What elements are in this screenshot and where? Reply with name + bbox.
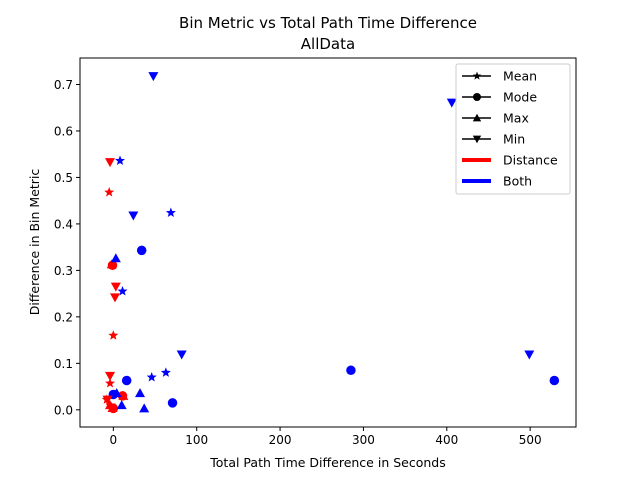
x-tick-label: 400 <box>435 433 458 447</box>
legend-marker-mode <box>473 93 481 101</box>
chart-subtitle: AllData <box>301 35 355 53</box>
x-tick-label: 300 <box>352 433 375 447</box>
data-point-min-distance <box>105 371 116 381</box>
legend-marker-max <box>472 113 482 122</box>
data-point-mode-both <box>121 375 132 386</box>
y-tick-label: 0.0 <box>54 403 73 417</box>
data-point-mode-both <box>549 375 560 386</box>
data-point-mean-both <box>160 367 171 377</box>
legend-label: Min <box>503 132 525 147</box>
data-point-mean-distance <box>104 187 115 197</box>
data-point-mean-both <box>117 286 128 296</box>
data-point-mean-distance <box>105 378 115 388</box>
data-point-max-both <box>135 388 146 398</box>
data-point-max-both <box>139 403 150 413</box>
data-point-min-both <box>524 350 535 360</box>
data-point-mean-both <box>165 207 176 217</box>
legend-label: Both <box>503 174 532 189</box>
plot-area: 0 100 200 300 400 500 0.0 0.1 0.2 0.3 0.4 0.5 0.6 0.7 <box>54 57 577 447</box>
x-tick-label: 0 <box>110 433 118 447</box>
x-tick-label: 200 <box>269 433 292 447</box>
data-point-min-both <box>446 98 457 108</box>
y-tick-label: 0.5 <box>54 171 73 185</box>
data-point-min-both <box>128 211 139 221</box>
data-point-mode-both <box>346 365 356 376</box>
y-tick-label: 0.1 <box>54 357 73 371</box>
data-point-min-both <box>176 350 187 360</box>
legend-marker-min <box>472 135 482 144</box>
legend-label: Mean <box>503 69 537 84</box>
data-point-max-both <box>116 400 127 410</box>
data-point-mean-both <box>146 372 157 382</box>
data-point-max-distance <box>118 390 129 400</box>
axes-frame <box>79 57 577 428</box>
data-point-min-distance <box>110 293 121 303</box>
x-tick-label: 500 <box>519 433 542 447</box>
data-point-min-distance <box>102 395 113 405</box>
y-tick-label: 0.6 <box>54 124 73 138</box>
legend-label: Distance <box>503 153 558 168</box>
chart-title: Bin Metric vs Total Path Time Difference <box>179 14 477 32</box>
data-point-min-distance <box>105 158 116 168</box>
data-point-mode-both <box>136 245 147 256</box>
data-point-mean-distance <box>108 330 119 340</box>
data-point-mean-both <box>115 155 126 165</box>
y-tick-label: 0.7 <box>54 78 73 92</box>
x-tick-label: 100 <box>185 433 208 447</box>
y-axis-label: Difference in Bin Metric <box>27 169 42 316</box>
data-point-max-both <box>111 388 122 398</box>
legend: Mean Mode Max Min Distance Both <box>455 63 571 195</box>
data-point-mode-both <box>167 398 178 408</box>
x-axis-label: Total Path Time Difference in Seconds <box>209 455 445 470</box>
data-point-max-both <box>110 253 121 263</box>
data-point-min-both <box>148 72 159 82</box>
legend-label: Mode <box>503 90 537 105</box>
data-point-min-distance <box>105 403 116 413</box>
legend-marker-mean <box>472 71 482 80</box>
y-tick-label: 0.2 <box>54 310 73 324</box>
legend-label: Max <box>503 111 529 126</box>
data-point-max-distance <box>106 259 117 269</box>
data-point-min-distance <box>110 282 121 292</box>
y-tick-label: 0.3 <box>54 264 73 278</box>
y-tick-label: 0.4 <box>54 217 73 231</box>
